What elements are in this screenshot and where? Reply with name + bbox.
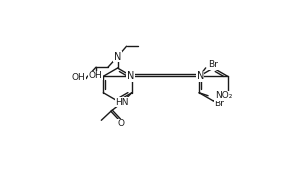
- Text: HN: HN: [115, 98, 129, 107]
- Text: N: N: [127, 71, 134, 81]
- Text: NO₂: NO₂: [215, 91, 232, 100]
- Text: N: N: [196, 71, 204, 81]
- Text: OH: OH: [88, 71, 102, 80]
- Text: N: N: [114, 52, 121, 62]
- Text: OH: OH: [72, 73, 85, 82]
- Text: O: O: [117, 119, 124, 128]
- Text: Br: Br: [208, 60, 218, 69]
- Text: Br: Br: [214, 99, 224, 108]
